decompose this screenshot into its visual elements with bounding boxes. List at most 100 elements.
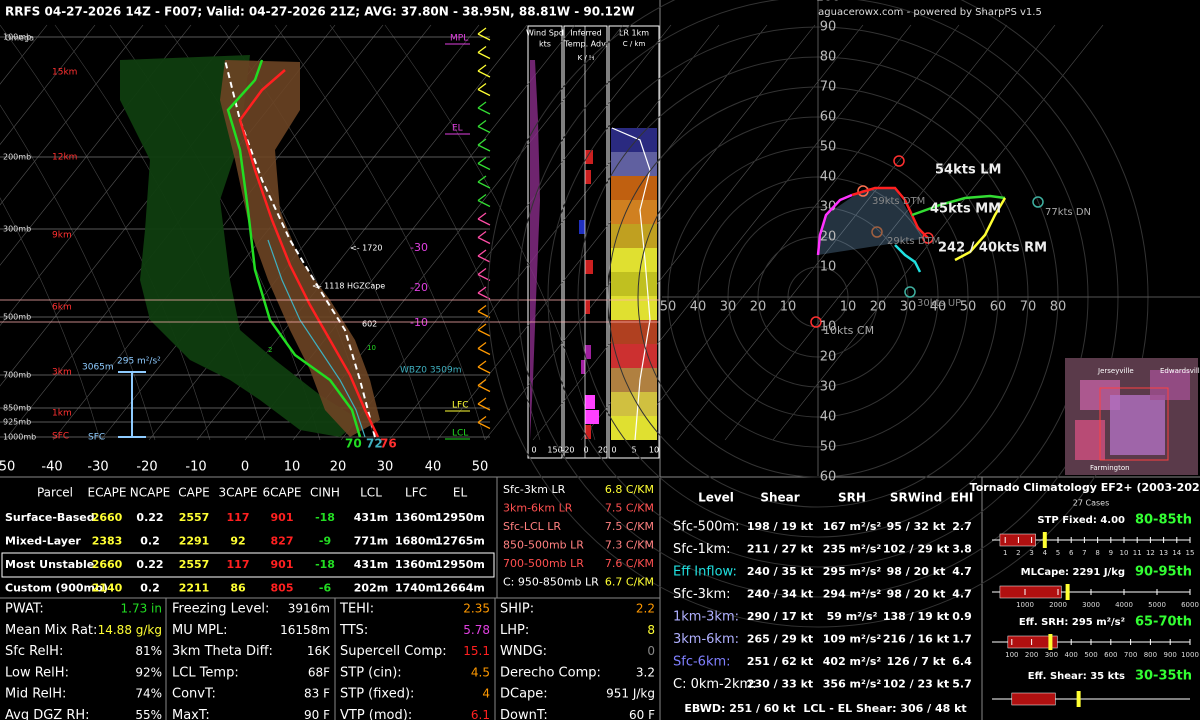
wind-barb: [477, 329, 491, 337]
table-header: SRH: [838, 491, 866, 505]
isotherm: [628, 24, 960, 441]
temp-axis-label: 40: [425, 460, 442, 475]
clim-tick-label: 5: [1056, 549, 1060, 557]
wind-barb-flag: [477, 64, 487, 72]
table-cell: 2557: [179, 511, 210, 524]
radar-echo: [1110, 395, 1165, 455]
index-label: DownT:: [500, 708, 548, 720]
table-header: CAPE: [178, 486, 209, 500]
table-cell: 0.9: [952, 610, 972, 623]
lapse-label: Sfc-3km LR: [503, 483, 566, 496]
isotherm: [436, 24, 768, 441]
footer: EBWD: 251 / 60 kt: [684, 702, 795, 715]
wind-barb-flag: [477, 119, 487, 128]
index-value: 6.1: [471, 708, 490, 720]
tadv-bar: [585, 170, 591, 184]
tadv-bar: [585, 345, 591, 359]
ring-label: 50: [660, 300, 677, 315]
table-cell: 251 / 62 kt: [747, 655, 813, 668]
table-cell: 109 m²/s²: [823, 633, 882, 646]
lr-panel-frame: [608, 25, 660, 459]
ring-label: 90: [820, 20, 837, 35]
trace: [816, 193, 853, 256]
skewt-annotation: -20: [410, 281, 428, 294]
wind-barb: [477, 421, 491, 430]
table-cell: 12950m: [435, 511, 485, 524]
clim-tick-label: 11: [1133, 549, 1142, 557]
ring-label: 80: [820, 50, 837, 65]
label: 0: [611, 446, 616, 455]
label: K / H: [578, 54, 595, 62]
trace: [611, 127, 651, 441]
table-cell: 1740m: [395, 582, 437, 595]
temp-axis-label: -30: [87, 460, 108, 475]
ring-label: 60: [990, 300, 1007, 315]
label: 0: [583, 446, 588, 455]
height-label: 3km: [52, 368, 72, 378]
clim-tick-label: 13: [1159, 549, 1168, 557]
table-cell: 202m: [354, 582, 388, 595]
table-cell: 216 / 16 kt: [883, 633, 949, 646]
lapse-value: 7.5 C/KM: [605, 520, 654, 533]
lr-band: [611, 392, 657, 416]
wind-barb-flag: [477, 360, 487, 368]
wind-barb-flag: [477, 138, 487, 146]
index-label: Supercell Comp:: [340, 644, 447, 659]
trace: [894, 244, 922, 273]
clim-marker: [1065, 584, 1070, 600]
wind-barb: [477, 310, 491, 319]
lapse-label: Sfc-LCL LR: [503, 520, 561, 533]
clim-label: STP Fixed: 4.00: [1037, 515, 1125, 526]
temp-axis-label: 10: [284, 460, 301, 475]
clim-tick-label: 1000: [1181, 651, 1199, 659]
clim-tick-label: 1: [1003, 549, 1007, 557]
table-header: SRWind: [890, 491, 942, 505]
ring-label: 60: [820, 470, 837, 485]
table-header: Level: [698, 491, 734, 505]
clim-marker: [1042, 532, 1047, 548]
lapse-value: 7.6 C/KM: [605, 557, 654, 570]
clim-label: Eff. SRH: 295 m²/s²: [1019, 617, 1125, 628]
index-label: Freezing Level:: [172, 602, 269, 617]
lapse-value: 7.3 C/KM: [605, 539, 654, 552]
wind-barb: [477, 51, 491, 60]
isotherm: [0, 24, 96, 145]
table-cell: 198 / 19 kt: [747, 520, 813, 533]
table-cell: 901: [271, 511, 294, 524]
clim-label: MLCape: 2291 J/kg: [1021, 567, 1125, 578]
ring-label: 30: [820, 200, 837, 215]
clim-box: [1007, 635, 1058, 649]
storm-motion: [871, 226, 883, 238]
ring-label: 100: [816, 0, 841, 5]
table-cell: 126 / 7 kt: [887, 655, 946, 668]
clim-tick-label: 12: [1146, 549, 1155, 557]
table-cell: 6.4: [952, 655, 972, 668]
wind-barb: [477, 162, 491, 171]
table-header: EL: [453, 486, 468, 500]
table-header: Parcel: [37, 486, 73, 500]
table-cell: 771m: [354, 535, 388, 548]
wind-barb: [477, 33, 491, 41]
table-cell: 59 m²/s²: [827, 610, 878, 623]
clim-percentile: 90-95th: [1135, 565, 1192, 580]
temp-axis-label: 50: [0, 460, 15, 475]
index-label: SHIP:: [500, 602, 534, 617]
label: C / km: [623, 40, 646, 48]
index-value: 0: [647, 644, 655, 658]
table-cell: 2383: [92, 535, 123, 548]
label: Wind Spd: [526, 29, 564, 38]
table-header: LFC: [405, 486, 427, 500]
table-cell: -9: [319, 535, 331, 548]
storm-motion: [922, 232, 934, 244]
skewt-annotation: 2: [268, 346, 272, 354]
tadv-bar: [585, 425, 591, 439]
radar-echo: [1150, 370, 1190, 400]
clim-tick-label: 100: [1005, 651, 1018, 659]
wind-barb-flag: [477, 323, 487, 331]
ring-label: 20: [870, 300, 887, 315]
dry-adiabat: [329, 24, 541, 441]
lr-band: [611, 344, 657, 368]
table-cell: 117: [227, 558, 250, 571]
